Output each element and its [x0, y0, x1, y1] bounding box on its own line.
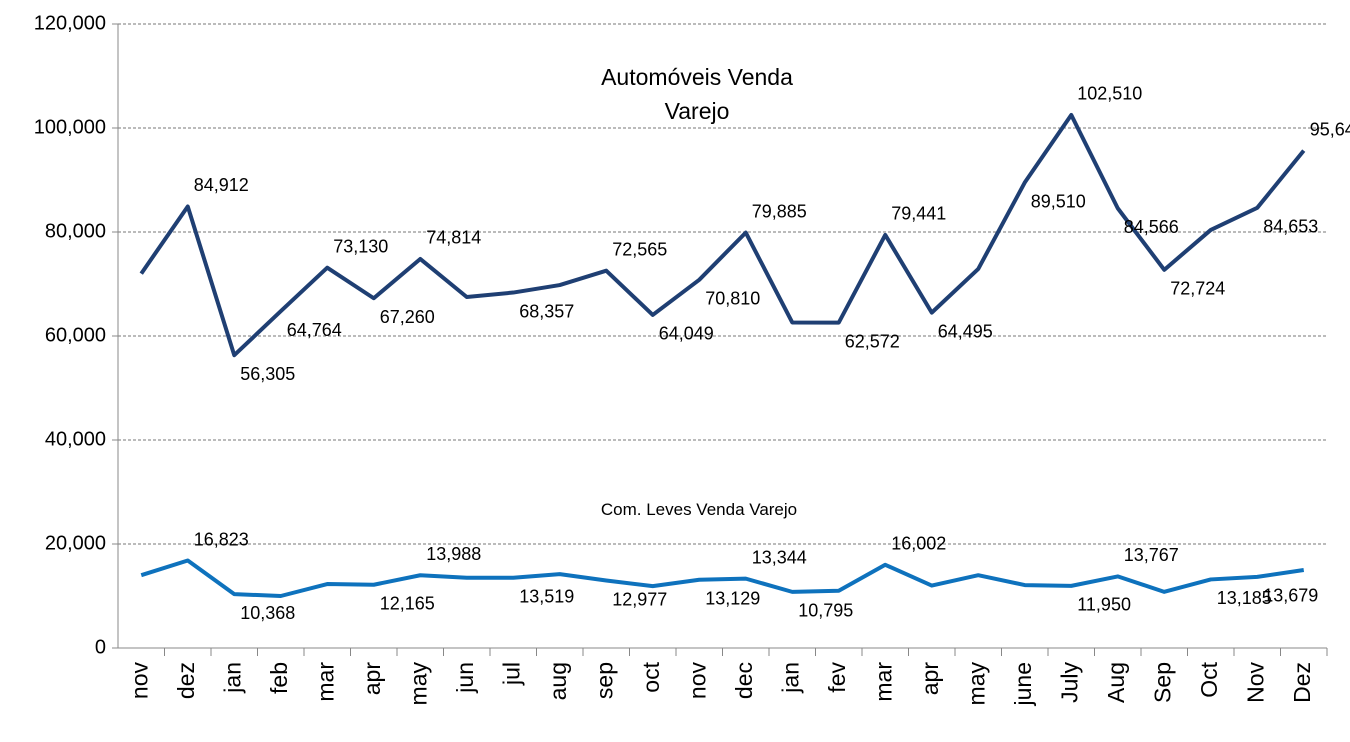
y-tick-label: 120,000: [34, 12, 106, 34]
data-label: 74,814: [426, 228, 481, 248]
series-label: Com. Leves Venda Varejo: [600, 500, 798, 519]
data-label: 64,049: [659, 324, 714, 344]
data-label: 84,566: [1124, 217, 1179, 237]
data-label: 11,950: [1077, 595, 1131, 615]
data-label: 95,640: [1310, 119, 1350, 139]
data-label: 16,002: [891, 534, 946, 554]
data-label: 13,767: [1124, 545, 1179, 565]
x-tick-label: feb: [266, 662, 292, 694]
series-line: [139, 112, 1306, 358]
data-label: 73,130: [333, 236, 388, 256]
data-label: 13,679: [1263, 586, 1318, 606]
x-tick-label: may: [963, 662, 989, 706]
data-label: 79,885: [752, 201, 807, 221]
data-label: 79,441: [891, 204, 946, 224]
y-tick-label: 40,000: [45, 428, 106, 450]
data-label: 70,810: [705, 289, 760, 309]
data-label: 13,185: [1217, 588, 1272, 608]
x-tick-label: may: [405, 662, 431, 706]
x-tick-label: june: [1010, 662, 1036, 706]
y-tick-label: 60,000: [45, 324, 106, 346]
data-label: 12,977: [612, 589, 667, 609]
x-tick-label: apr: [359, 662, 385, 696]
series-line: [140, 558, 1305, 598]
data-label: 16,823: [194, 529, 249, 549]
x-tick-label: jun: [452, 662, 478, 694]
y-tick-label: 0: [95, 636, 106, 658]
x-tick-label: fev: [824, 662, 850, 693]
x-tick-label: sep: [591, 662, 617, 699]
x-tick-label: Oct: [1196, 661, 1222, 697]
series-label: Automóveis Venda Varejo: [601, 64, 793, 124]
data-label: 13,344: [752, 547, 807, 567]
y-tick-label: 80,000: [45, 220, 106, 242]
data-label: 56,305: [240, 364, 295, 384]
x-tick-label: jan: [219, 662, 245, 694]
x-tick-label: mar: [312, 662, 338, 702]
data-label: 72,724: [1170, 279, 1225, 299]
data-label: 84,653: [1263, 217, 1318, 237]
x-tick-label: Dez: [1289, 662, 1315, 703]
x-tick-label: nov: [684, 662, 710, 700]
data-label: 102,510: [1077, 84, 1142, 104]
data-label: 89,510: [1031, 191, 1086, 211]
data-label: 13,988: [426, 544, 481, 564]
x-tick-label: dez: [173, 662, 199, 699]
y-tick-label: 20,000: [45, 532, 106, 554]
x-tick-label: jan: [777, 662, 803, 694]
x-tick-label: dec: [731, 662, 757, 699]
x-tick-label: nov: [126, 662, 152, 700]
x-tick-label: aug: [545, 662, 571, 700]
x-tick-label: Nov: [1242, 662, 1268, 703]
data-label: 64,764: [287, 320, 342, 340]
x-tick-label: oct: [638, 661, 664, 692]
data-label: 67,260: [380, 307, 435, 327]
x-tick-label: apr: [917, 662, 943, 696]
data-label: 62,572: [845, 331, 900, 351]
x-tick-label: Aug: [1103, 662, 1129, 703]
data-label: 64,495: [938, 321, 993, 341]
data-label: 13,129: [705, 588, 760, 608]
data-label: 10,795: [798, 601, 853, 621]
data-label: 13,519: [519, 586, 574, 606]
x-tick-label: mar: [870, 662, 896, 702]
data-label: 10,368: [240, 603, 295, 623]
data-label: 84,912: [194, 175, 249, 195]
data-label: 12,165: [380, 593, 435, 613]
data-label: 68,357: [519, 301, 574, 321]
x-tick-label: jul: [498, 662, 524, 686]
y-tick-label: 100,000: [34, 116, 106, 138]
x-tick-label: July: [1056, 662, 1082, 703]
data-label: 72,565: [612, 239, 667, 259]
x-tick-label: Sep: [1149, 662, 1175, 703]
